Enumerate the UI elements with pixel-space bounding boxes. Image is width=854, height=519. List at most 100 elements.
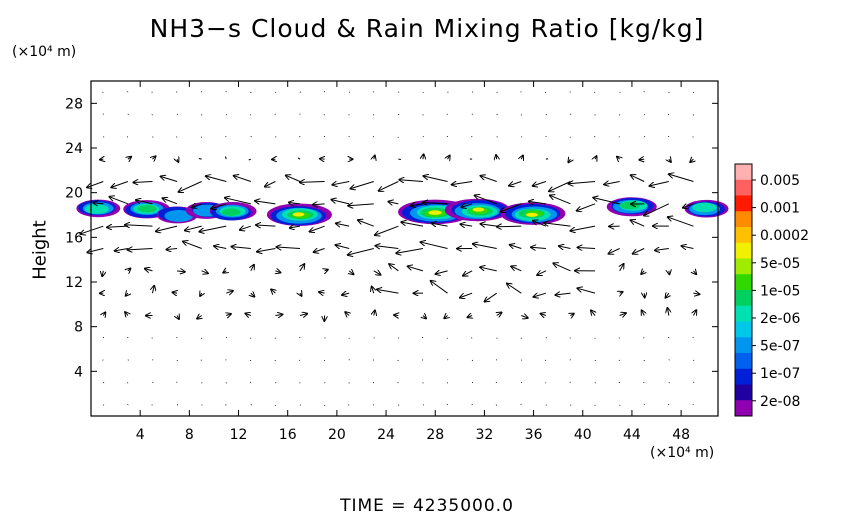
cloud-contour — [428, 210, 442, 215]
wind-vector — [277, 247, 301, 248]
wind-vector — [125, 225, 153, 226]
wind-vector — [271, 289, 275, 293]
wind-vector — [444, 316, 447, 319]
wind-vector — [151, 114, 153, 116]
colorbar-swatch — [735, 337, 752, 354]
x-tick-label: 36 — [525, 427, 543, 443]
wind-vector — [619, 313, 626, 315]
colorbar-label: 2e-06 — [760, 311, 800, 327]
wind-vector — [399, 180, 423, 182]
wind-vector — [533, 181, 547, 186]
colorbar-label: 1e-07 — [760, 366, 800, 382]
x-tick-label: 8 — [185, 427, 194, 443]
cloud-contour — [620, 201, 641, 210]
wind-vector — [620, 292, 623, 293]
cloud-mixing-field — [76, 197, 729, 226]
wind-vector — [668, 217, 694, 227]
wind-vector — [374, 310, 375, 315]
cloud-cell — [266, 203, 332, 226]
wind-vector — [481, 176, 497, 182]
wind-vector — [226, 314, 231, 316]
wind-vector — [214, 246, 227, 248]
wind-vector — [87, 181, 104, 188]
wind-vector — [507, 284, 522, 294]
wind-vector — [256, 225, 276, 226]
colorbar-swatch — [735, 164, 752, 181]
wind-vector — [388, 202, 399, 204]
wind-vector — [496, 155, 497, 159]
wind-vector — [693, 293, 699, 294]
wind-vector — [431, 281, 448, 294]
x-axis-unit: (×10⁴ m) — [650, 445, 715, 461]
wind-vector — [669, 271, 670, 274]
wind-vector — [422, 336, 424, 339]
wind-vector — [436, 271, 448, 274]
wind-vector — [553, 263, 571, 272]
wind-vector — [655, 249, 669, 251]
y-tick-label: 28 — [65, 96, 83, 112]
wind-vector — [349, 271, 353, 274]
wind-vector — [604, 182, 620, 185]
wind-vector — [179, 181, 202, 192]
x-tick-label: 12 — [230, 427, 248, 443]
wind-vector — [275, 314, 282, 315]
wind-vector — [199, 225, 227, 231]
colorbar-swatch — [735, 368, 752, 385]
wind-vector — [125, 312, 128, 315]
wind-vector — [544, 223, 571, 227]
wind-vector — [163, 198, 178, 205]
plot-frame — [90, 80, 719, 417]
wind-vector — [197, 316, 202, 319]
wind-vector — [639, 159, 644, 160]
colorbar-swatch — [735, 211, 752, 228]
wind-vector — [109, 197, 129, 205]
wind-vector — [133, 182, 153, 183]
wind-vector — [297, 157, 301, 160]
wind-vector — [325, 270, 328, 271]
wind-vector — [173, 292, 178, 293]
cloud-contour — [164, 210, 194, 222]
wind-vector — [226, 291, 233, 293]
wind-vector — [379, 181, 399, 191]
wind-vector — [432, 223, 448, 226]
colorbar-swatch — [735, 400, 752, 417]
wind-vector — [501, 203, 522, 212]
colorbar-swatch — [735, 384, 752, 401]
wind-vector — [463, 270, 473, 276]
wind-vector — [80, 225, 104, 234]
wind-vector — [358, 220, 374, 227]
wind-vector — [177, 316, 179, 319]
y-tick-label: 8 — [74, 320, 83, 336]
wind-vector — [480, 224, 497, 226]
wind-vector — [511, 266, 522, 272]
x-tick-label: 20 — [328, 427, 346, 443]
wind-vector — [331, 200, 350, 205]
wind-vector — [176, 271, 185, 272]
wind-vector — [520, 91, 522, 93]
wind-vector — [460, 292, 473, 297]
wind-vector — [286, 175, 301, 182]
wind-vector — [240, 226, 251, 230]
wind-vector — [570, 113, 572, 115]
wind-vector — [103, 312, 105, 315]
x-tick-label: 32 — [475, 427, 493, 443]
wind-vector — [555, 293, 571, 295]
wind-vector — [225, 156, 227, 160]
wind-vector — [152, 286, 154, 294]
colorbar-label: 2e-08 — [760, 394, 800, 410]
wind-vector — [545, 404, 547, 406]
y-axis-unit: (×10⁴ m) — [12, 44, 77, 60]
cloud-cell — [444, 198, 510, 222]
wind-vector — [128, 249, 153, 250]
wind-vector — [550, 195, 571, 205]
wind-vector — [408, 266, 424, 272]
wind-vector — [423, 316, 426, 319]
wind-vector — [397, 359, 399, 362]
wind-vector — [225, 359, 227, 361]
wind-vector — [570, 404, 572, 406]
wind-vector — [650, 181, 669, 186]
wind-vector — [559, 246, 571, 248]
wind-vector — [461, 204, 473, 207]
cloud-contour — [84, 204, 109, 214]
